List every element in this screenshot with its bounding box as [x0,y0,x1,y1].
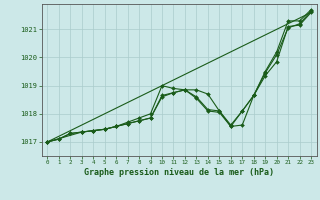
X-axis label: Graphe pression niveau de la mer (hPa): Graphe pression niveau de la mer (hPa) [84,168,274,177]
